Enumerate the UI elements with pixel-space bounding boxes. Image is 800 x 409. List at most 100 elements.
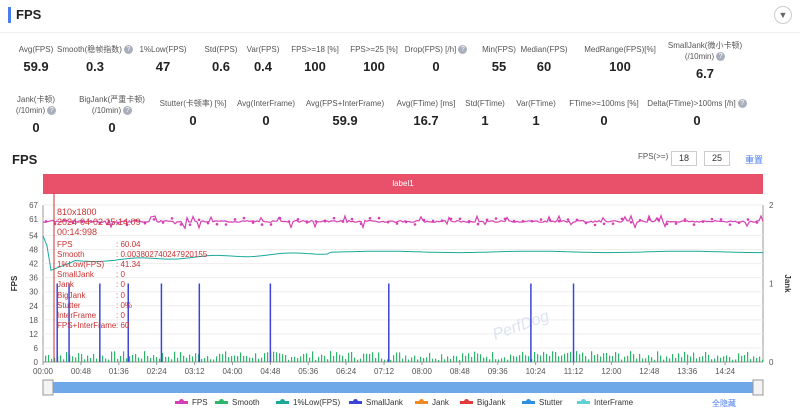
fps-point[interactable] [575,218,579,222]
fps-point[interactable] [44,220,48,223]
fps-point[interactable] [485,218,489,222]
range-handle-left[interactable] [42,379,54,396]
fps-point[interactable] [476,222,480,226]
legend-item[interactable]: 1%Low(FPS) [276,398,340,407]
fps-point[interactable] [422,218,426,222]
fps-point[interactable] [188,223,192,227]
help-icon[interactable]: ? [737,99,747,109]
fps-point[interactable] [89,220,93,223]
fps-point[interactable] [215,222,219,226]
fps-point[interactable] [134,219,138,222]
fps-point[interactable] [98,221,102,225]
fps-point[interactable] [530,219,534,223]
fps-point[interactable] [701,220,705,223]
fps-point[interactable] [377,216,381,220]
fps-point[interactable] [638,218,642,222]
fps-point[interactable] [692,223,696,226]
fps-point[interactable] [152,218,156,221]
fps-point[interactable] [197,218,201,222]
fps-point[interactable] [359,222,363,226]
fps-point[interactable] [746,218,750,221]
fps-point[interactable] [287,220,291,223]
fps-point[interactable] [413,223,417,226]
fps-point[interactable] [224,223,228,226]
range-handle-right[interactable] [752,379,764,396]
fps-point[interactable] [602,222,606,226]
fps-point[interactable] [440,219,444,222]
help-icon[interactable]: ? [123,45,133,55]
fps-point[interactable] [170,217,174,220]
fps-point[interactable] [296,218,300,221]
fps-point[interactable] [755,221,759,224]
fps-point[interactable] [584,221,588,225]
fps-point[interactable] [242,216,246,220]
fps-point[interactable] [143,221,147,225]
legend-item[interactable]: FPS [175,398,208,407]
fps-point[interactable] [278,216,282,220]
fps-point[interactable] [674,222,678,225]
fps-point[interactable] [116,221,120,225]
fps-point[interactable] [341,220,345,223]
fps-point[interactable] [548,219,552,222]
fps-point[interactable] [395,222,399,225]
fps-point[interactable] [404,220,408,224]
help-icon[interactable]: ? [716,52,726,62]
fps-point[interactable] [314,220,318,223]
fps-point[interactable] [71,221,75,225]
fps-point[interactable] [566,218,570,221]
fps-point[interactable] [521,219,525,223]
fps-point[interactable] [467,220,471,224]
fps-threshold-input-1[interactable]: 18 [671,151,697,166]
chevron-down-icon[interactable]: ▼ [774,6,792,24]
fps-point[interactable] [161,221,165,224]
fps-point[interactable] [206,221,210,225]
fps-point[interactable] [719,218,723,221]
legend-item[interactable]: Stutter [522,398,563,407]
fps-point[interactable] [350,217,354,221]
fps-point[interactable] [125,223,129,227]
help-icon[interactable]: ? [47,106,57,116]
fps-point[interactable] [683,218,687,221]
fps-point[interactable] [269,223,273,226]
fps-point[interactable] [629,220,633,224]
label-band[interactable]: label1 [43,174,763,194]
fps-point[interactable] [233,218,237,221]
range-slider-track[interactable] [43,382,763,393]
fps-point[interactable] [251,221,255,224]
fps-point[interactable] [323,219,327,223]
fps-point[interactable] [449,217,453,221]
fps-point[interactable] [458,217,462,221]
legend-item[interactable]: BigJank [460,398,505,407]
fps-threshold-input-2[interactable]: 25 [704,151,730,166]
fps-point[interactable] [107,220,111,223]
fps-point[interactable] [737,221,741,225]
fps-point[interactable] [305,221,309,224]
legend-item[interactable]: Jank [415,398,449,407]
fps-point[interactable] [557,219,561,223]
fps-point[interactable] [665,222,669,226]
legend-item[interactable]: SmallJank [349,398,403,407]
fps-point[interactable] [80,220,84,224]
fps-point[interactable] [710,217,714,221]
fps-point[interactable] [728,223,732,226]
hide-all-button[interactable]: 全隐藏 [712,399,736,408]
fps-point[interactable] [386,220,390,224]
legend-item[interactable]: Smooth [215,398,260,407]
legend-item[interactable]: InterFrame [577,398,633,407]
fps-point[interactable] [368,217,372,220]
fps-point[interactable] [503,217,507,221]
fps-point[interactable] [179,223,183,226]
fps-point[interactable] [620,217,624,221]
fps-point[interactable] [62,219,66,222]
fps-point[interactable] [611,222,615,225]
fps-point[interactable] [512,219,516,223]
reset-button[interactable]: 重置 [745,155,764,165]
fps-point[interactable] [431,219,435,223]
help-icon[interactable]: ? [123,106,133,116]
fps-point[interactable] [494,217,498,220]
fps-point[interactable] [647,218,651,221]
help-icon[interactable]: ? [458,45,468,55]
fps-point[interactable] [593,223,597,227]
fps-point[interactable] [260,223,264,226]
